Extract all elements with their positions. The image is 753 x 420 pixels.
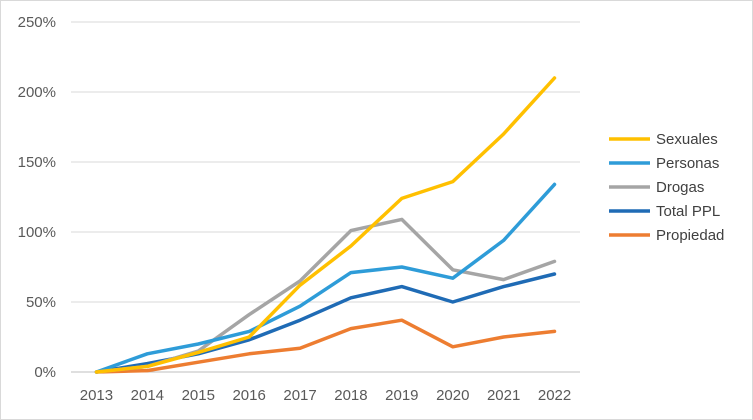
x-tick-label: 2021 [487, 387, 520, 404]
x-tick-label: 2020 [436, 387, 469, 404]
legend-sexuales-label: Sexuales [656, 131, 718, 148]
legend: Sexuales Personas Drogas Total PPL Propiedad [609, 131, 724, 244]
legend-personas-label: Personas [656, 155, 719, 172]
y-tick-label: 50% [26, 294, 56, 311]
x-tick-label: 2016 [232, 387, 265, 404]
x-tick-label: 2017 [283, 387, 316, 404]
legend-drogas-label: Drogas [656, 179, 704, 196]
x-tick-label: 2014 [131, 387, 164, 404]
x-axis-ticks: 2013 2014 2015 2016 2017 2018 2019 2020 2021 2022 [80, 387, 571, 404]
series-line-propiedad [94, 318, 557, 374]
y-tick-label: 150% [18, 154, 56, 171]
x-tick-label: 2019 [385, 387, 418, 404]
y-tick-label: 0% [34, 364, 56, 381]
y-tick-label: 100% [18, 224, 56, 241]
x-tick-label: 2015 [182, 387, 215, 404]
x-tick-label: 2018 [334, 387, 367, 404]
series-line-sexuales [94, 76, 557, 374]
gridlines [71, 21, 580, 373]
series-line-personas [94, 182, 557, 374]
y-axis-ticks: 0% 50% 100% 150% 200% 250% [18, 14, 56, 381]
legend-total-ppl-label: Total PPL [656, 203, 720, 220]
series-lines [94, 76, 557, 374]
legend-propiedad-label: Propiedad [656, 227, 724, 244]
y-tick-label: 200% [18, 84, 56, 101]
y-tick-label: 250% [18, 14, 56, 31]
x-tick-label: 2022 [538, 387, 571, 404]
x-tick-label: 2013 [80, 387, 113, 404]
